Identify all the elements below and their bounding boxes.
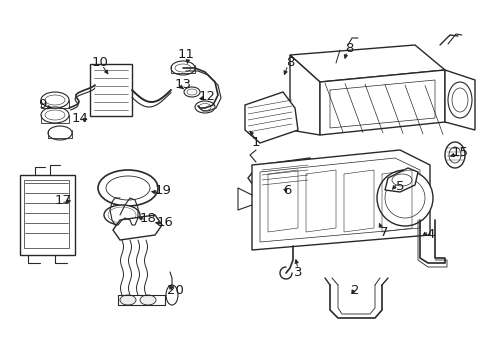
Bar: [20, 175, 75, 255]
Ellipse shape: [183, 87, 200, 97]
Text: 18: 18: [139, 211, 156, 225]
Ellipse shape: [109, 208, 135, 222]
Ellipse shape: [45, 95, 65, 105]
Polygon shape: [319, 70, 444, 135]
Ellipse shape: [199, 104, 210, 111]
Ellipse shape: [171, 61, 195, 75]
Polygon shape: [251, 150, 429, 250]
Ellipse shape: [444, 142, 464, 168]
Ellipse shape: [195, 101, 215, 113]
Text: 12: 12: [198, 90, 215, 103]
Text: 17: 17: [54, 194, 71, 207]
Text: 15: 15: [450, 145, 468, 158]
Text: 4: 4: [426, 228, 434, 240]
Text: 16: 16: [156, 216, 173, 229]
Ellipse shape: [120, 295, 136, 305]
Polygon shape: [247, 158, 321, 192]
Text: 14: 14: [71, 112, 88, 125]
Polygon shape: [113, 215, 162, 240]
Polygon shape: [384, 168, 417, 192]
Text: 2: 2: [350, 284, 359, 297]
Ellipse shape: [104, 205, 140, 225]
Text: 10: 10: [91, 55, 108, 68]
Ellipse shape: [186, 89, 197, 95]
Text: 19: 19: [154, 184, 171, 198]
Ellipse shape: [106, 176, 150, 200]
Ellipse shape: [41, 107, 69, 123]
Ellipse shape: [108, 207, 136, 223]
Ellipse shape: [165, 285, 178, 305]
Polygon shape: [289, 45, 444, 82]
Text: 11: 11: [177, 49, 194, 62]
Bar: [90, 64, 132, 116]
Text: 1: 1: [251, 136, 260, 149]
Text: 8: 8: [285, 55, 294, 68]
Text: 8: 8: [344, 41, 352, 54]
Text: 7: 7: [379, 226, 387, 239]
Text: 5: 5: [395, 180, 404, 193]
Ellipse shape: [451, 88, 467, 112]
Ellipse shape: [112, 209, 132, 221]
Circle shape: [376, 170, 432, 226]
Ellipse shape: [175, 64, 191, 72]
Ellipse shape: [448, 147, 460, 163]
Text: 9: 9: [38, 98, 46, 111]
Ellipse shape: [110, 208, 134, 222]
Ellipse shape: [48, 126, 72, 140]
Circle shape: [384, 178, 424, 218]
Text: 3: 3: [293, 266, 302, 279]
Ellipse shape: [391, 174, 411, 186]
Ellipse shape: [45, 110, 65, 120]
Polygon shape: [289, 55, 319, 135]
Text: 6: 6: [282, 184, 290, 197]
Ellipse shape: [140, 295, 156, 305]
Polygon shape: [260, 158, 419, 242]
Ellipse shape: [41, 92, 69, 108]
Ellipse shape: [447, 82, 471, 118]
Polygon shape: [244, 92, 297, 143]
Text: 20: 20: [166, 284, 183, 297]
Polygon shape: [444, 70, 474, 130]
Text: 13: 13: [174, 77, 191, 90]
Bar: [24, 180, 69, 248]
Ellipse shape: [98, 170, 158, 206]
